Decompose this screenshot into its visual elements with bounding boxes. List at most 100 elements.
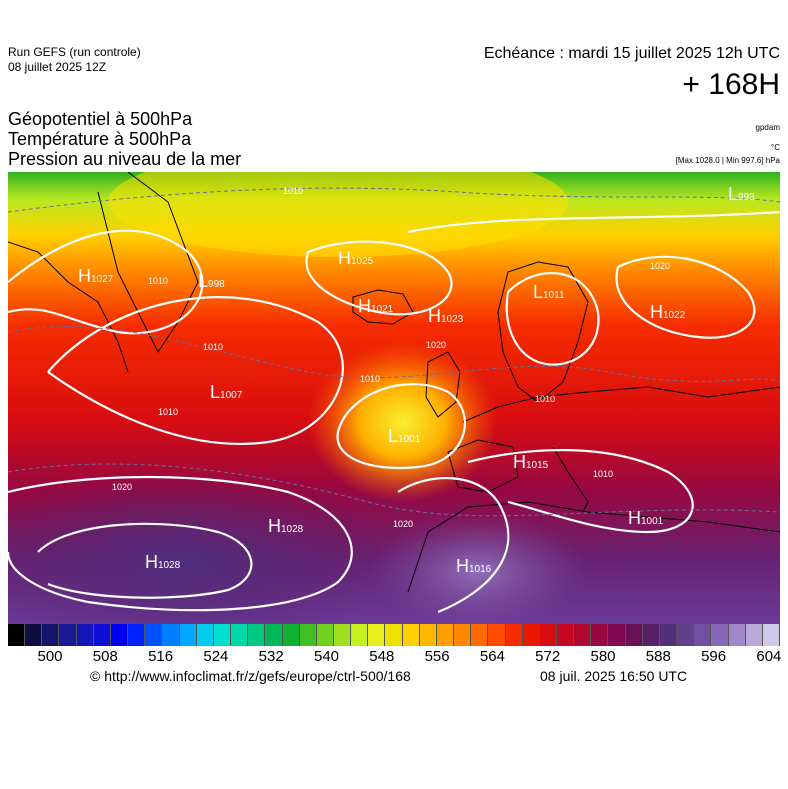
center-letter: H: [145, 552, 158, 572]
center-h1001: H1001: [628, 508, 664, 528]
isobar-label: 1010: [283, 186, 303, 196]
color-scale-swatch: [25, 624, 43, 646]
isobars: [8, 210, 780, 614]
color-scale-swatch: [265, 624, 283, 646]
center-letter: L: [533, 282, 543, 302]
lead-time: + 168H: [682, 68, 780, 101]
center-letter: H: [78, 266, 91, 286]
geopotential-line: [8, 463, 780, 517]
polar-shading: [108, 172, 568, 257]
color-scale-label: 508: [92, 648, 118, 665]
color-scale-swatch: [179, 624, 197, 646]
color-scale-label: 604: [756, 648, 782, 665]
center-h1028-b: H1028: [145, 552, 181, 572]
color-scale-label: 580: [590, 648, 616, 665]
coast-iceland: [352, 289, 414, 325]
color-scale-swatch: [557, 624, 575, 646]
center-labels: H1027 L998 H1025 H1021 H1023 L1011 H1022…: [78, 184, 755, 576]
color-scale-swatch: [316, 624, 334, 646]
center-value: 1016: [469, 564, 492, 575]
color-scale-labels: 500 508 516 524 532 540 548 556 564 572 580 588 596 6…: [8, 648, 782, 668]
sahara-warm-shading: [368, 512, 588, 624]
color-scale-label: 540: [313, 648, 340, 665]
center-letter: L: [728, 184, 738, 204]
center-value: 1028: [281, 524, 304, 535]
cutoff-low-shading: [308, 342, 498, 502]
color-scale-label: 524: [203, 648, 229, 665]
color-scale-swatch: [333, 624, 352, 646]
unit-celsius: °C: [771, 143, 780, 152]
geopotential-line: [8, 326, 780, 383]
color-scale-swatch: [711, 624, 729, 646]
center-letter: H: [338, 248, 351, 268]
pressure-range: [Max 1028.0 | Min 997.6] hPa: [675, 156, 780, 165]
center-letter: H: [513, 452, 526, 472]
color-scale-swatch: [419, 624, 437, 646]
center-value: 1022: [663, 310, 686, 321]
color-scale-swatch: [76, 624, 94, 646]
center-letter: H: [428, 306, 441, 326]
color-scale-swatch: [694, 624, 712, 646]
center-l1011: L1011: [533, 282, 565, 302]
color-scale-label: 516: [148, 648, 174, 665]
color-scale-label: 572: [535, 648, 561, 665]
center-h1027: H1027: [78, 266, 114, 286]
geopotential-line: [8, 187, 780, 213]
center-value: 1025: [351, 256, 374, 267]
isobar-label: 1020: [650, 261, 670, 271]
color-scale-label: 548: [369, 648, 395, 665]
isobar: [305, 240, 453, 316]
color-scale-label: 596: [701, 648, 727, 665]
center-letter: H: [628, 508, 641, 528]
isobar-label: 1020: [393, 519, 413, 529]
center-value: 1027: [91, 274, 114, 285]
color-scale-swatch: [128, 624, 146, 646]
unit-gpdam: gpdam: [755, 123, 780, 132]
field-pressure: Pression au niveau de la mer: [8, 149, 242, 169]
color-scale-swatch: [248, 624, 266, 646]
center-l993: L993: [728, 184, 755, 204]
center-value: 1001: [641, 516, 664, 527]
color-scale-swatch: [368, 624, 386, 646]
color-scale-swatch: [488, 624, 506, 646]
center-letter: L: [388, 426, 398, 446]
color-scale-swatch: [42, 624, 60, 646]
coastlines: [8, 172, 780, 593]
center-letter: L: [198, 271, 208, 291]
center-l998: L998: [198, 271, 225, 291]
color-scale-swatch: [213, 624, 232, 646]
run-title: Run GEFS (run controle): [8, 45, 141, 59]
field-temperature: Température à 500hPa: [8, 129, 192, 149]
color-scale-swatch: [282, 624, 300, 646]
isobar: [467, 448, 694, 534]
color-scale-swatch: [454, 624, 472, 646]
coast-europe: [462, 386, 780, 423]
color-scale-swatch: [145, 624, 163, 646]
coast-britain: [425, 351, 461, 418]
color-scale-swatch: [59, 624, 77, 646]
color-scale-swatch: [110, 624, 129, 646]
center-value: 1007: [220, 390, 243, 401]
color-scale-swatch: [539, 624, 557, 646]
color-scale-swatch: [231, 624, 249, 646]
weather-map: H1027 L998 H1025 H1021 H1023 L1011 H1022…: [8, 172, 780, 624]
center-h1021: H1021: [358, 296, 394, 316]
color-scale: [8, 624, 781, 646]
center-h1022: H1022: [650, 302, 686, 322]
isobar-label: 1020: [426, 340, 446, 350]
center-h1016: H1016: [456, 556, 492, 576]
color-scale-swatch: [351, 624, 369, 646]
color-scale-swatch: [728, 624, 746, 646]
color-scale-swatch: [93, 624, 111, 646]
color-scale-swatch: [522, 624, 540, 646]
color-scale-swatch: [385, 624, 403, 646]
color-scale-swatch: [8, 624, 26, 646]
color-scale-label: 588: [645, 648, 671, 665]
color-scale-swatch: [471, 624, 489, 646]
isobar: [8, 229, 204, 335]
isobar-labels: 1010 1010 1010 1010 1010 1010 1020 1020 …: [112, 186, 670, 529]
color-scale-swatch: [436, 624, 455, 646]
isobar: [505, 271, 600, 366]
isobar: [47, 296, 344, 446]
center-value: 1023: [441, 314, 464, 325]
